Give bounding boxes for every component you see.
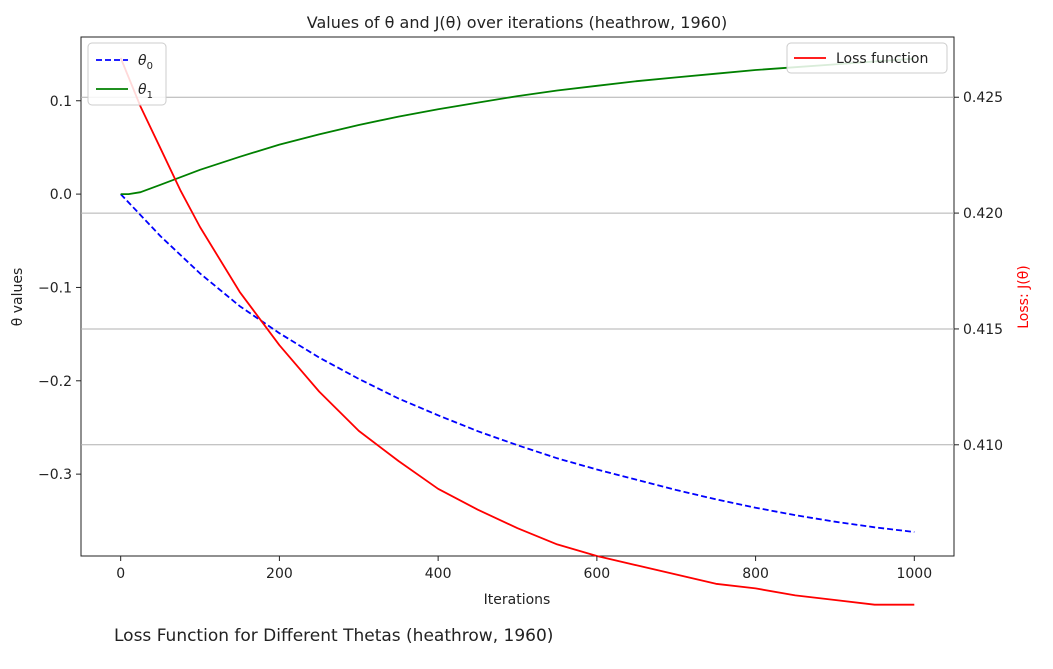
series-line [119, 57, 915, 606]
x-tick-label: 200 [266, 566, 293, 582]
y-right-tick-label: 0.410 [963, 438, 1003, 454]
y-left-tick-label: −0.3 [38, 467, 72, 483]
x-axis-label: Iterations [484, 592, 551, 608]
y-left-tick-label: 0.1 [50, 94, 72, 110]
y-left-tick-label: −0.1 [38, 280, 72, 296]
legend-label: Loss function [836, 51, 928, 67]
y-axis-left-label: θ values [10, 268, 26, 327]
legend-box [786, 42, 948, 74]
x-tick-label: 1000 [896, 566, 932, 582]
y-axis-right-label: Loss: J(θ) [1016, 265, 1032, 329]
y-left-tick-label: 0.0 [50, 187, 72, 203]
figure-caption: Loss Function for Different Thetas (heat… [114, 626, 554, 646]
legend-loss: Loss function [786, 42, 948, 74]
y-right-tick-label: 0.420 [963, 206, 1003, 222]
series-line [120, 193, 915, 533]
legend-box [87, 42, 167, 106]
chart-title: Values of θ and J(θ) over iterations (he… [307, 13, 727, 32]
y-right-tick-label: 0.415 [963, 322, 1003, 338]
x-tick-label: 0 [116, 566, 125, 582]
series-line [120, 57, 915, 196]
plot-area [80, 36, 955, 557]
x-tick-label: 400 [425, 566, 452, 582]
y-right-tick-label: 0.425 [963, 90, 1003, 106]
axes: 0 200 400 600 800 1000 0.1 0.0 −0.1 −0.2 −0.3 0.425… [38, 90, 1003, 582]
grid-lines [81, 96, 954, 446]
y-left-tick-label: −0.2 [38, 374, 72, 390]
x-tick-label: 800 [742, 566, 769, 582]
series-layer [119, 57, 915, 606]
x-tick-label: 600 [583, 566, 610, 582]
